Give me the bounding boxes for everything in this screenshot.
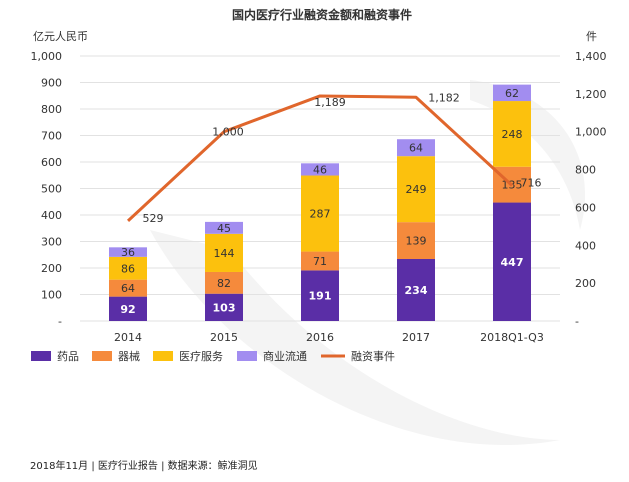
bar-segment [493, 202, 531, 321]
bar-value-label: 45 [217, 222, 231, 235]
bar-value-label: 234 [405, 284, 428, 297]
watermark-swoosh [150, 230, 560, 445]
bar-segment [301, 270, 339, 321]
bar-segment [493, 101, 531, 167]
bar-value-label: 64 [409, 142, 423, 155]
y-left-tick-label: 100 [41, 289, 62, 302]
bar-value-label: 36 [121, 246, 135, 259]
y-right-tick-label: 1,000 [575, 126, 607, 139]
y-left-tick-label: 700 [41, 130, 62, 143]
line-value-label: 1,000 [212, 126, 244, 139]
legend-swatch [237, 351, 257, 361]
bar-value-label: 103 [213, 301, 236, 314]
bar-segment [493, 84, 531, 102]
bar-value-label: 82 [217, 277, 231, 290]
bar-segment [109, 279, 147, 297]
x-tick-label: 2014 [114, 331, 142, 344]
bar-segment [109, 256, 147, 280]
bar-value-label: 191 [309, 290, 332, 303]
legend-label: 融资事件 [351, 350, 395, 363]
bar-value-label: 86 [121, 262, 135, 275]
y-left-tick-label: 600 [41, 156, 62, 169]
bar-segment [109, 247, 147, 257]
bar-value-label: 249 [406, 183, 427, 196]
bar-value-label: 64 [121, 282, 135, 295]
y-left-tick-label: 300 [41, 236, 62, 249]
legend-swatch [31, 351, 51, 361]
line-value-label: 1,189 [314, 96, 346, 109]
legend-label: 器械 [118, 349, 140, 363]
bar-segment [301, 251, 339, 271]
y-right-tick-label: 1,400 [575, 50, 607, 63]
bar-segment [205, 233, 243, 272]
line-value-label: 716 [521, 176, 542, 189]
bar-value-label: 447 [501, 256, 524, 269]
line-series [126, 94, 514, 222]
x-axis-labels: 2014 2015 2016 2017 2018Q1-Q3 [114, 331, 544, 344]
bar-value-label: 287 [310, 208, 331, 221]
y-left-tick-label: - [58, 315, 62, 328]
y-axis-right-label: 件 [586, 30, 597, 43]
legend-swatch [92, 351, 112, 361]
y-axis-right: - 200 400 600 800 1,000 1,200 1,400 [575, 50, 607, 328]
line-value-label: 529 [143, 212, 164, 225]
bar-value-label: 92 [120, 303, 135, 316]
legend: 药品 器械 医疗服务 商业流通 融资事件 [31, 349, 395, 363]
gridlines [80, 55, 560, 322]
bar-segment [397, 156, 435, 223]
bar-value-label: 248 [502, 128, 523, 141]
line-value-label: 1,182 [428, 91, 460, 104]
x-tick-label: 2018Q1-Q3 [480, 331, 544, 344]
bar-segment [109, 296, 147, 321]
y-left-tick-label: 200 [41, 262, 62, 275]
y-right-tick-label: 200 [575, 277, 596, 290]
legend-label: 药品 [57, 350, 79, 363]
x-tick-label: 2016 [306, 331, 334, 344]
x-tick-label: 2017 [402, 331, 430, 344]
y-left-tick-label: 900 [41, 77, 62, 90]
y-left-tick-label: 1,000 [31, 50, 63, 63]
y-right-tick-label: 600 [575, 201, 596, 214]
y-right-tick-label: 800 [575, 164, 596, 177]
legend-label: 医疗服务 [179, 349, 223, 363]
bar-value-label: 62 [505, 87, 519, 100]
y-right-tick-label: 400 [575, 239, 596, 252]
bar-segment [397, 139, 435, 157]
bar-value-label: 71 [313, 255, 327, 268]
bar-segment [301, 163, 339, 176]
financing-events-line: 529 1,000 1,189 1,182 716 [126, 91, 542, 225]
bar-segment [397, 222, 435, 259]
legend-label: 商业流通 [263, 349, 307, 363]
bar-value-label: 139 [406, 235, 427, 248]
bar-segment [205, 271, 243, 294]
bar-segment [205, 293, 243, 321]
x-tick-label: 2015 [210, 331, 238, 344]
legend-swatch [153, 351, 173, 361]
bar-segment [301, 175, 339, 252]
bar-segment [397, 258, 435, 321]
y-right-tick-label: - [575, 315, 579, 328]
bar-value-label: 46 [313, 163, 327, 176]
y-left-tick-label: 800 [41, 103, 62, 116]
bar-value-label: 144 [214, 247, 235, 260]
bar-segment [205, 221, 243, 234]
y-right-tick-label: 1,200 [575, 88, 607, 101]
y-left-tick-label: 500 [41, 183, 62, 196]
y-axis-left-label: 亿元人民币 [33, 30, 88, 43]
y-axis-left: - 100 200 300 400 500 600 700 800 900 1,000 [31, 50, 63, 328]
y-left-tick-label: 400 [41, 209, 62, 222]
stacked-bars: 92 64 86 36 103 82 144 45 191 71 287 46 234 139 249 64 4… [109, 84, 531, 321]
footer-source: 2018年11月 | 医疗行业报告 | 数据来源：鲸准洞见 [30, 461, 258, 472]
chart-title: 国内医疗行业融资金额和融资事件 [232, 7, 412, 22]
